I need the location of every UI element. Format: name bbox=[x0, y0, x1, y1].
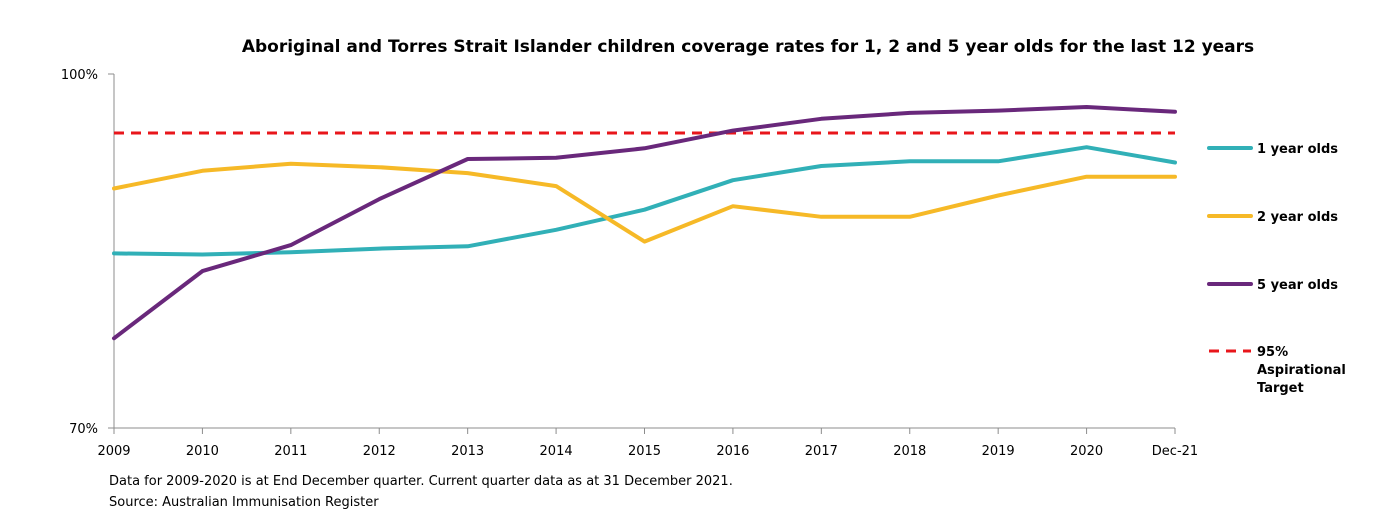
x-axis-tick-labels: 2009 2010 2011 2012 2013 2014 2015 2016 2017 2018… bbox=[97, 444, 1198, 459]
legend-label-5-year-olds: 5 year olds bbox=[1257, 278, 1338, 293]
y-tick-label-100: 100% bbox=[61, 68, 98, 83]
series-line-2-year-olds bbox=[112, 161, 1177, 244]
legend-label-1-year-olds: 1 year olds bbox=[1257, 142, 1338, 157]
y-tick-label-70: 70% bbox=[69, 422, 98, 437]
x-tick-label-2020: 2020 bbox=[1070, 444, 1103, 459]
x-axis-ticks bbox=[113, 428, 1176, 434]
x-tick-label-2010: 2010 bbox=[186, 444, 219, 459]
x-tick-label-2012: 2012 bbox=[363, 444, 396, 459]
series-lines bbox=[112, 105, 1177, 341]
x-tick-label-2009: 2009 bbox=[97, 444, 130, 459]
x-tick-label-2014: 2014 bbox=[540, 444, 573, 459]
legend-label-2-year-olds: 2 year olds bbox=[1257, 210, 1338, 225]
x-tick-label-2011: 2011 bbox=[274, 444, 307, 459]
x-tick-label-Dec-21: Dec-21 bbox=[1152, 444, 1198, 459]
footnote-source: Source: Australian Immunisation Register bbox=[109, 495, 379, 510]
footnote-data-period: Data for 2009-2020 is at End December qu… bbox=[109, 474, 733, 489]
x-tick-label-2018: 2018 bbox=[893, 444, 926, 459]
chart-title: Aboriginal and Torres Strait Islander ch… bbox=[242, 37, 1254, 57]
series-line-5-year-olds bbox=[112, 105, 1177, 341]
legend: 1 year olds 2 year olds 5 year olds 95% Aspi… bbox=[1207, 142, 1346, 396]
x-tick-label-2019: 2019 bbox=[982, 444, 1015, 459]
x-tick-label-2015: 2015 bbox=[628, 444, 661, 459]
x-tick-label-2016: 2016 bbox=[716, 444, 749, 459]
legend-label-95: 95% Aspirational Target bbox=[1257, 345, 1346, 396]
x-tick-label-2017: 2017 bbox=[805, 444, 838, 459]
x-tick-label-2013: 2013 bbox=[451, 444, 484, 459]
